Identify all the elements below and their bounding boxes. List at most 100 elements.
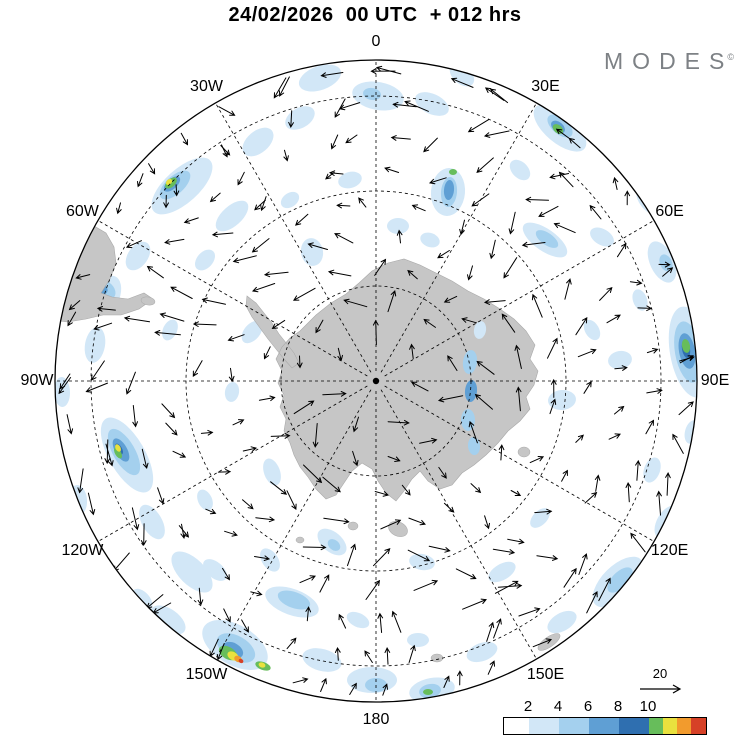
wind-arrow (352, 416, 359, 433)
wind-arrow (132, 405, 138, 428)
wind-arrow (180, 523, 186, 539)
wind-arrow (312, 423, 319, 448)
wind-arrow (125, 240, 142, 249)
colorbar-segment (691, 718, 706, 734)
wind-arrow (270, 433, 291, 439)
wind-arrow (67, 311, 77, 327)
wind-arrow (624, 190, 631, 206)
wind-arrow (492, 548, 516, 555)
wind-arrow (494, 580, 519, 594)
lon-label-0: 0 (371, 33, 381, 50)
wind-arrow (459, 219, 465, 236)
wind-arrow (255, 516, 276, 523)
wind-arrow (263, 271, 289, 278)
wind-arrow (503, 257, 518, 279)
wind-arrow (531, 293, 543, 318)
wind-arrow (227, 334, 245, 342)
wind-arrow (586, 590, 598, 614)
colorbar (503, 717, 707, 735)
wind-arrow (241, 619, 249, 633)
wind-arrow (484, 515, 490, 530)
wind-arrow (382, 683, 388, 696)
wind-arrow (467, 119, 489, 133)
lon-label-150W: 150W (185, 665, 228, 683)
wind-arrow (283, 149, 289, 162)
wind-arrow (242, 499, 254, 510)
wind-arrow (319, 574, 330, 593)
colorbar-tick: 10 (639, 698, 657, 715)
copyright-mark: © (727, 52, 734, 62)
wind-arrow (411, 204, 426, 212)
wind-arrow (518, 607, 541, 617)
wind-arrow (125, 371, 136, 395)
wind-arrow (180, 132, 189, 146)
wind-arrow (85, 382, 108, 393)
wind-arrow (612, 176, 619, 190)
wind-arrow (159, 312, 185, 322)
wind-arrow (183, 217, 199, 224)
wind-scale-arrow-icon (640, 684, 682, 694)
wind-arrow (549, 398, 557, 415)
wind-arrow (407, 269, 418, 280)
wind-arrow (584, 491, 598, 504)
wind-arrow (218, 106, 236, 116)
wind-arrow (374, 258, 387, 276)
wind-arrow (665, 472, 671, 496)
wind-arrow (380, 519, 402, 530)
wind-arrow (307, 242, 328, 250)
wind-arrow (529, 456, 545, 464)
wind-arrow (302, 544, 327, 551)
wind-arrow (217, 469, 232, 475)
wind-arrow (521, 241, 546, 248)
wind-arrow (498, 444, 505, 461)
wind-arrow (678, 401, 694, 416)
wind-arrow (493, 618, 502, 639)
wind-arrow (423, 137, 438, 153)
wind-arrow (349, 682, 357, 695)
wind-arrow (90, 360, 105, 381)
wind-arrow (373, 548, 391, 567)
wind-arrow (146, 265, 164, 279)
wind-arrow (578, 553, 588, 575)
wind-arrow (251, 238, 270, 253)
wind-arrow (292, 677, 309, 684)
wind-arrow (408, 644, 416, 663)
colorbar-segment (529, 718, 559, 734)
wind-arrow (271, 319, 286, 329)
wind-arrow (263, 346, 271, 360)
wind-arrow (462, 598, 487, 610)
wind-scale-legend: 20 (632, 666, 688, 698)
colorbar-tick: 6 (583, 698, 593, 715)
wind-arrow (487, 660, 495, 675)
wind-arrow (483, 130, 510, 138)
colorbar-segment (663, 718, 677, 734)
wind-arrow (637, 305, 653, 312)
wind-arrow (75, 274, 91, 280)
wind-arrow (209, 192, 221, 203)
wind-arrow (352, 450, 359, 467)
wind-arrow (148, 163, 156, 175)
wind-arrow (192, 360, 203, 378)
wind-arrow (157, 487, 165, 505)
wind-arrow (438, 466, 447, 479)
wind-arrow (68, 300, 81, 311)
wind-arrow (286, 490, 297, 511)
wind-arrow (606, 314, 621, 324)
wind-arrow (534, 508, 553, 515)
wind-arrow (392, 101, 417, 108)
wind-arrow (223, 608, 231, 623)
wind-arrow (104, 439, 111, 465)
wind-arrow (391, 610, 402, 633)
wind-arrow (270, 481, 288, 495)
wind-arrow (387, 419, 410, 426)
wind-arrow (377, 612, 384, 633)
wind-arrow (507, 538, 525, 545)
wind-arrow (161, 403, 176, 419)
wind-arrow (598, 577, 611, 602)
wind-arrow (483, 299, 506, 305)
wind-arrow (205, 508, 217, 515)
wind-arrow (250, 590, 263, 597)
wind-arrow (575, 317, 588, 336)
wind-arrow (468, 420, 478, 444)
wind-arrow (646, 388, 663, 394)
